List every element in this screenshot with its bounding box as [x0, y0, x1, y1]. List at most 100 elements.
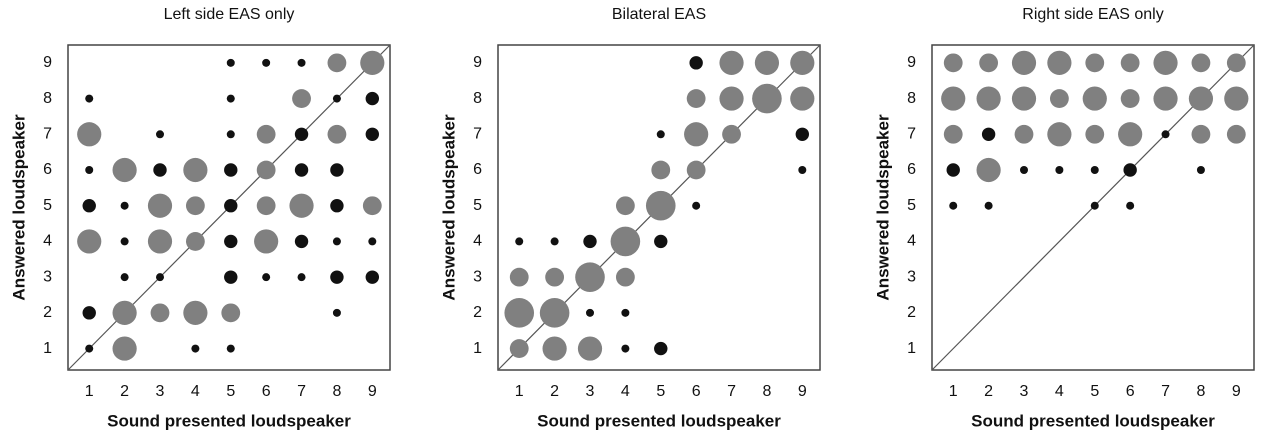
- y-tick-label: 1: [473, 340, 482, 357]
- bubble: [224, 270, 238, 284]
- x-tick-label: 8: [762, 383, 771, 400]
- bubble: [294, 127, 309, 141]
- bubble: [1049, 89, 1069, 108]
- y-tick-label: 5: [907, 197, 916, 214]
- bubble: [1085, 124, 1105, 144]
- y-tick-label: 2: [907, 304, 916, 321]
- bubble: [790, 50, 815, 75]
- x-tick-label: 3: [586, 383, 595, 400]
- bubble: [654, 234, 668, 249]
- bubble: [1123, 163, 1137, 177]
- bubble: [979, 53, 999, 73]
- bubble: [224, 163, 238, 177]
- bubble: [332, 94, 341, 103]
- bubble: [224, 234, 238, 249]
- bubble: [509, 267, 529, 287]
- bubble: [150, 303, 170, 323]
- x-tick-label: 1: [515, 383, 524, 400]
- bubble: [327, 53, 347, 73]
- bubble: [689, 56, 703, 70]
- bubble: [1085, 53, 1105, 73]
- x-tick-label: 5: [1090, 383, 1099, 400]
- y-tick-label: 3: [473, 268, 482, 285]
- y-tick-label: 9: [907, 54, 916, 71]
- bubble: [610, 226, 641, 257]
- bubble: [112, 157, 137, 183]
- bubble: [365, 91, 380, 106]
- x-tick-label: 9: [798, 383, 807, 400]
- bubble: [330, 199, 344, 213]
- bubble: [539, 298, 570, 328]
- y-tick-label: 6: [907, 161, 916, 178]
- bubble: [112, 300, 137, 325]
- y-tick-label: 3: [907, 268, 916, 285]
- x-axis-label: Sound presented loudspeaker: [971, 411, 1215, 430]
- bubble: [1120, 89, 1140, 108]
- bubble: [1090, 166, 1099, 174]
- bubble: [226, 344, 235, 353]
- bubble: [120, 201, 129, 210]
- bubble: [651, 160, 671, 180]
- x-tick-label: 7: [1161, 383, 1170, 400]
- x-tick-label: 9: [1232, 383, 1241, 400]
- x-tick-label: 9: [368, 383, 377, 400]
- bubble: [292, 89, 311, 108]
- bubble: [515, 237, 524, 246]
- bubble: [120, 273, 129, 282]
- bubble: [656, 130, 665, 139]
- bubble: [185, 196, 205, 216]
- bubble: [85, 94, 94, 103]
- bubble: [120, 237, 129, 246]
- bubble: [509, 339, 529, 358]
- bubble: [226, 94, 235, 103]
- x-tick-label: 4: [191, 383, 200, 400]
- panel-title: Left side EAS only: [164, 6, 295, 23]
- y-tick-label: 5: [43, 197, 52, 214]
- y-axis-label: Answered loudspeaker: [9, 114, 28, 301]
- bubble: [1191, 124, 1211, 144]
- bubble: [1161, 130, 1170, 139]
- bubble: [719, 86, 744, 111]
- bubble: [1153, 50, 1178, 75]
- bubble: [365, 127, 380, 141]
- panel-title: Right side EAS only: [1022, 6, 1163, 23]
- y-tick-label: 9: [43, 54, 52, 71]
- bubble: [1020, 166, 1028, 174]
- y-tick-label: 2: [43, 304, 52, 321]
- y-tick-label: 1: [43, 340, 52, 357]
- bubble: [1047, 50, 1072, 75]
- bubble: [362, 196, 382, 216]
- bubble: [752, 83, 782, 114]
- bubble: [545, 267, 565, 287]
- bubble: [256, 160, 276, 180]
- bubble: [226, 58, 235, 67]
- x-tick-label: 7: [727, 383, 736, 400]
- bubble: [147, 193, 173, 218]
- bubble: [360, 50, 385, 75]
- bubble: [976, 157, 1001, 183]
- bubble: [368, 237, 377, 246]
- bubble: [191, 344, 200, 353]
- bubble: [577, 336, 603, 361]
- bubble: [621, 308, 630, 317]
- bubble: [183, 157, 208, 183]
- y-tick-label: 8: [907, 90, 916, 107]
- x-tick-label: 6: [262, 383, 271, 400]
- x-tick-label: 7: [297, 383, 306, 400]
- bubble: [1055, 166, 1064, 174]
- bubble: [946, 163, 960, 177]
- y-tick-label: 4: [43, 233, 52, 250]
- panel: Right side EAS only 1 2 3 4 5 6 7 8 9 1 2 3 4 5 6 7 8 9 Sou…: [873, 6, 1255, 430]
- panel: Bilateral EAS 1 2 3 4 5 6 7 8 9 1 2 3 4 5 6 7 8 9 Sound pre…: [439, 6, 821, 430]
- x-tick-label: 2: [550, 383, 559, 400]
- x-tick-label: 5: [656, 383, 665, 400]
- y-tick-label: 3: [43, 268, 52, 285]
- bubble: [790, 86, 815, 111]
- bubble: [289, 193, 314, 218]
- x-tick-label: 4: [1055, 383, 1064, 400]
- x-tick-label: 6: [692, 383, 701, 400]
- bubble: [1011, 86, 1037, 111]
- x-tick-label: 2: [120, 383, 129, 400]
- bubble: [153, 163, 167, 177]
